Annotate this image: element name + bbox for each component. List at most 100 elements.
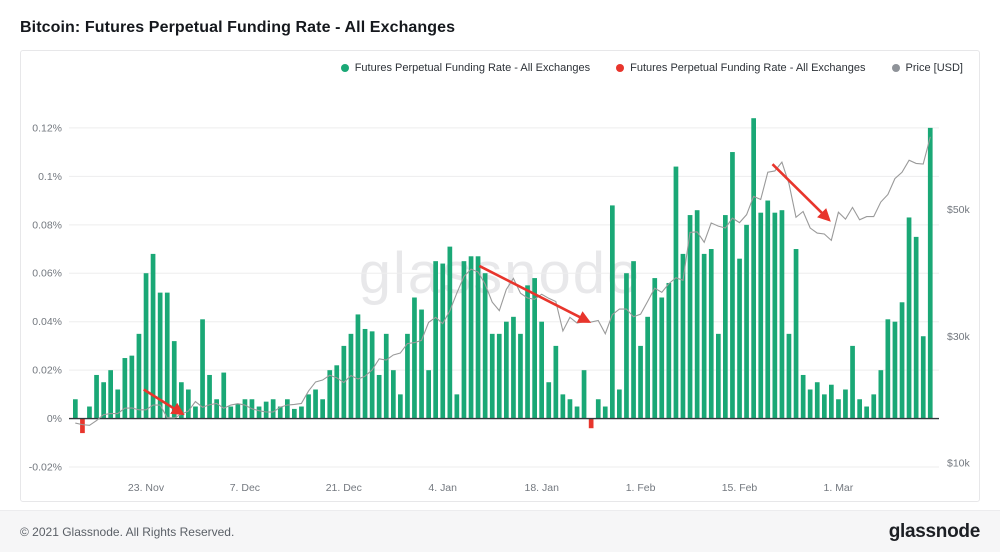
funding-bar[interactable] bbox=[136, 333, 142, 419]
funding-bar[interactable] bbox=[461, 261, 467, 419]
funding-bar[interactable] bbox=[412, 297, 417, 419]
funding-bar[interactable] bbox=[496, 333, 502, 419]
funding-bar[interactable] bbox=[744, 224, 749, 419]
funding-bar[interactable] bbox=[73, 399, 78, 419]
funding-bar[interactable] bbox=[730, 152, 735, 419]
funding-bar[interactable] bbox=[871, 394, 877, 419]
funding-bar[interactable] bbox=[850, 345, 855, 419]
funding-bar[interactable] bbox=[765, 200, 771, 419]
funding-bar[interactable] bbox=[553, 345, 559, 419]
funding-bar[interactable] bbox=[482, 273, 488, 419]
funding-bar[interactable] bbox=[468, 256, 474, 419]
funding-bar[interactable] bbox=[836, 399, 841, 419]
funding-bar[interactable] bbox=[857, 399, 862, 419]
funding-bar[interactable] bbox=[313, 389, 318, 419]
funding-bar[interactable] bbox=[602, 406, 608, 419]
funding-bar[interactable] bbox=[652, 278, 658, 419]
funding-bar[interactable] bbox=[186, 389, 191, 419]
funding-bar[interactable] bbox=[892, 321, 898, 419]
funding-bar[interactable] bbox=[927, 127, 933, 419]
funding-bar[interactable] bbox=[398, 394, 403, 419]
funding-bar[interactable] bbox=[108, 370, 113, 419]
funding-bar[interactable] bbox=[814, 382, 820, 419]
funding-bar[interactable] bbox=[320, 399, 325, 419]
funding-bar[interactable] bbox=[588, 418, 594, 429]
funding-bar[interactable] bbox=[270, 399, 276, 419]
funding-bar[interactable] bbox=[214, 399, 219, 419]
funding-bar[interactable] bbox=[242, 399, 248, 419]
funding-bar[interactable] bbox=[376, 374, 382, 419]
funding-bar[interactable] bbox=[157, 292, 163, 419]
funding-bar[interactable] bbox=[179, 382, 184, 419]
funding-bar[interactable] bbox=[701, 253, 707, 419]
funding-bar[interactable] bbox=[362, 328, 368, 419]
funding-bar[interactable] bbox=[723, 215, 728, 419]
funding-bar[interactable] bbox=[115, 389, 121, 419]
funding-bar[interactable] bbox=[645, 316, 650, 419]
funding-bar[interactable] bbox=[150, 253, 156, 419]
funding-bar[interactable] bbox=[864, 406, 869, 419]
funding-bar[interactable] bbox=[369, 331, 375, 419]
funding-bar[interactable] bbox=[292, 408, 297, 419]
funding-bar[interactable] bbox=[906, 217, 912, 419]
funding-bar[interactable] bbox=[666, 282, 672, 419]
funding-bar[interactable] bbox=[829, 384, 834, 419]
funding-bar[interactable] bbox=[673, 166, 679, 419]
funding-bar[interactable] bbox=[221, 372, 227, 419]
funding-bar[interactable] bbox=[786, 333, 792, 419]
funding-bar[interactable] bbox=[546, 382, 552, 419]
funding-bar[interactable] bbox=[122, 358, 128, 419]
funding-bar[interactable] bbox=[193, 406, 198, 419]
funding-bar[interactable] bbox=[518, 333, 523, 419]
funding-bar[interactable] bbox=[426, 370, 431, 419]
funding-bar[interactable] bbox=[843, 389, 848, 419]
funding-bar[interactable] bbox=[164, 292, 170, 419]
funding-bar[interactable] bbox=[235, 404, 241, 419]
funding-bar[interactable] bbox=[511, 316, 516, 419]
funding-bar[interactable] bbox=[708, 249, 714, 419]
funding-bar[interactable] bbox=[687, 215, 693, 419]
funding-bar[interactable] bbox=[574, 406, 580, 419]
funding-bar[interactable] bbox=[391, 370, 396, 419]
funding-bar[interactable] bbox=[920, 336, 926, 419]
funding-bar[interactable] bbox=[433, 261, 438, 419]
funding-bar[interactable] bbox=[610, 205, 615, 419]
funding-bar[interactable] bbox=[207, 374, 212, 419]
funding-bar[interactable] bbox=[716, 333, 721, 419]
funding-bar[interactable] bbox=[751, 118, 756, 419]
funding-bar[interactable] bbox=[758, 212, 764, 419]
funding-bar[interactable] bbox=[737, 258, 742, 419]
funding-bar[interactable] bbox=[327, 370, 333, 419]
funding-bar[interactable] bbox=[489, 333, 495, 419]
funding-bar[interactable] bbox=[334, 365, 340, 419]
funding-bar[interactable] bbox=[807, 389, 813, 419]
funding-bar[interactable] bbox=[454, 394, 460, 419]
funding-bar[interactable] bbox=[878, 370, 884, 419]
funding-bar[interactable] bbox=[581, 370, 587, 419]
funding-bar[interactable] bbox=[822, 394, 827, 419]
funding-bar[interactable] bbox=[129, 355, 135, 419]
funding-bar[interactable] bbox=[447, 246, 453, 419]
funding-bar[interactable] bbox=[504, 321, 509, 419]
funding-bar[interactable] bbox=[659, 297, 665, 419]
funding-bar[interactable] bbox=[638, 345, 643, 419]
funding-bar[interactable] bbox=[256, 406, 262, 419]
funding-bar[interactable] bbox=[200, 319, 205, 419]
funding-bar[interactable] bbox=[306, 394, 311, 419]
funding-bar[interactable] bbox=[405, 333, 410, 419]
funding-bar[interactable] bbox=[899, 302, 905, 419]
funding-bar[interactable] bbox=[285, 399, 290, 419]
funding-bar[interactable] bbox=[624, 273, 629, 419]
funding-rate-chart[interactable]: -0.02% 0% 0.02% 0.04% 0.06% 0.08% 0.1% 0.12% $10… bbox=[21, 51, 979, 501]
funding-bar[interactable] bbox=[80, 418, 85, 434]
funding-bar[interactable] bbox=[440, 263, 446, 419]
funding-bar[interactable] bbox=[885, 319, 891, 419]
funding-bar[interactable] bbox=[631, 261, 636, 419]
funding-bar[interactable] bbox=[680, 253, 686, 419]
funding-bar[interactable] bbox=[299, 406, 304, 419]
legend-item-funding-positive[interactable]: Futures Perpetual Funding Rate - All Exc… bbox=[340, 62, 590, 74]
funding-bar[interactable] bbox=[475, 256, 481, 419]
funding-bar[interactable] bbox=[617, 389, 622, 419]
funding-bar[interactable] bbox=[383, 333, 389, 419]
funding-bar[interactable] bbox=[171, 341, 177, 419]
